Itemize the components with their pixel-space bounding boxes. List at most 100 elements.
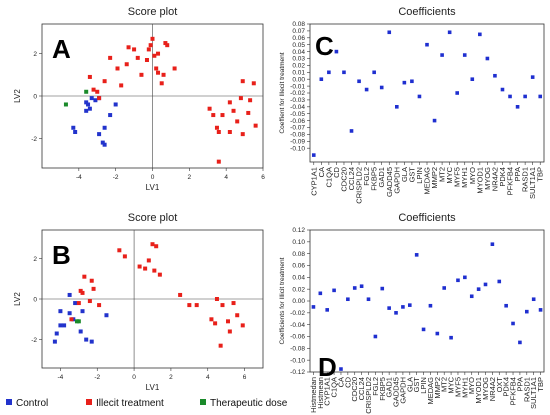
point-illecit-treatment — [76, 301, 81, 306]
y-tick-label: -2 — [31, 136, 37, 143]
y-tick-label: -0.09 — [290, 139, 305, 146]
gene-label: GADD45 — [392, 377, 401, 407]
gene-label: MYOG — [483, 167, 492, 190]
point-illecit-treatment — [238, 96, 243, 101]
coefficient-point — [407, 303, 412, 307]
x-tick-label: -4 — [76, 174, 82, 181]
coefficient-point — [425, 42, 429, 47]
gene-label: LPIN — [419, 377, 428, 394]
gene-label: CYP1A1 — [323, 377, 332, 406]
point-illecit-treatment — [218, 343, 223, 348]
point-illecit-treatment — [148, 43, 153, 48]
legend-swatch — [86, 399, 92, 405]
gene-label: CRISPLD2 — [364, 377, 373, 414]
point-illecit-treatment — [82, 274, 87, 279]
gene-label: MT2 — [438, 167, 447, 182]
y-axis-label: LV2 — [13, 89, 22, 103]
y-axis-label: Coeffient for Illecit treatment — [279, 52, 286, 133]
x-tick-label: 0 — [132, 374, 136, 381]
y-axis-label: LV2 — [13, 292, 22, 306]
point-illecit-treatment — [235, 313, 240, 318]
point-control — [100, 140, 105, 145]
point-control — [84, 337, 89, 342]
point-illecit-treatment — [80, 290, 85, 295]
coefficient-point — [455, 91, 459, 95]
coefficient-point — [332, 288, 336, 293]
point-control — [78, 329, 83, 334]
point-illecit-treatment — [159, 81, 164, 86]
point-control — [87, 106, 92, 111]
point-therapeutic-dose — [76, 319, 81, 324]
point-illecit-treatment — [150, 242, 155, 247]
point-illecit-treatment — [216, 130, 221, 134]
point-illecit-treatment — [87, 299, 92, 304]
coefficient-point — [531, 297, 536, 302]
legend-swatch — [200, 399, 206, 405]
panel-b: -4 -2 0 2 4 6 -2 0 2 Score plot LV1 LV2 B — [13, 212, 264, 392]
coefficient-point — [311, 305, 316, 309]
coefficient-point — [387, 30, 392, 35]
y-tick-label: -0.01 — [290, 83, 305, 90]
y-tick-label: -0.06 — [290, 334, 305, 341]
point-illecit-treatment — [246, 110, 251, 115]
chart-title: Coefficients — [398, 212, 456, 224]
gene-label: MYOD1 — [475, 167, 484, 194]
point-control — [62, 323, 67, 328]
point-control — [52, 339, 57, 344]
point-illecit-treatment — [240, 323, 245, 328]
point-illecit-treatment — [172, 66, 177, 71]
gene-label: MYO — [467, 377, 476, 394]
y-tick-label: -0.10 — [290, 145, 305, 152]
gene-label: CCL24 — [357, 377, 366, 400]
point-control — [93, 98, 98, 103]
y-tick-label: 0.00 — [292, 76, 305, 83]
point-illecit-treatment — [97, 96, 102, 101]
coefficient-point — [508, 94, 512, 99]
point-illecit-treatment — [78, 288, 83, 293]
point-illecit-treatment — [124, 62, 129, 67]
gene-label: CA — [317, 167, 326, 177]
gene-label: SULT1A1 — [529, 377, 538, 409]
y-tick-label: -0.02 — [290, 310, 305, 317]
coefficient-point — [319, 77, 324, 81]
coefficient-point — [440, 53, 444, 57]
coefficient-point — [380, 286, 385, 291]
gene-label: GST — [407, 167, 416, 183]
coefficient-point — [421, 327, 426, 332]
legend-swatch — [6, 399, 12, 405]
gene-label: GAD1 — [377, 167, 386, 187]
point-illecit-treatment — [253, 123, 258, 128]
gene-label: GAD1 — [385, 377, 394, 397]
coefficient-point — [470, 77, 475, 81]
coefficient-point — [538, 94, 543, 99]
coefficient-point — [352, 286, 357, 290]
coefficient-point — [500, 87, 505, 92]
gene-label: GADD45 — [385, 167, 394, 197]
point-illecit-treatment — [139, 72, 144, 77]
chart-title: Score plot — [128, 6, 178, 18]
point-control — [71, 125, 76, 130]
coefficient-point — [485, 56, 490, 61]
coefficient-point — [478, 32, 482, 37]
point-control — [113, 102, 118, 107]
y-tick-label: -2 — [31, 337, 37, 344]
point-control — [80, 309, 85, 314]
point-illecit-treatment — [91, 87, 96, 92]
gene-label: CCL24 — [347, 167, 356, 190]
point-control — [108, 113, 113, 118]
y-tick-label: -0.06 — [290, 118, 305, 125]
x-tick-label: 4 — [224, 174, 228, 181]
point-control — [97, 132, 102, 137]
point-illecit-treatment — [69, 317, 74, 322]
y-tick-label: 0.03 — [292, 56, 305, 63]
point-illecit-treatment — [154, 66, 159, 71]
x-tick-label: -2 — [94, 374, 100, 381]
gene-label: PFKFB4 — [509, 377, 518, 405]
point-control — [58, 323, 63, 328]
gene-label: MEDAG — [423, 167, 432, 195]
coefficient-point — [387, 306, 391, 310]
gene-label: CD — [343, 376, 352, 387]
gene-label: MMP2 — [433, 377, 442, 399]
coefficient-point — [518, 340, 522, 345]
